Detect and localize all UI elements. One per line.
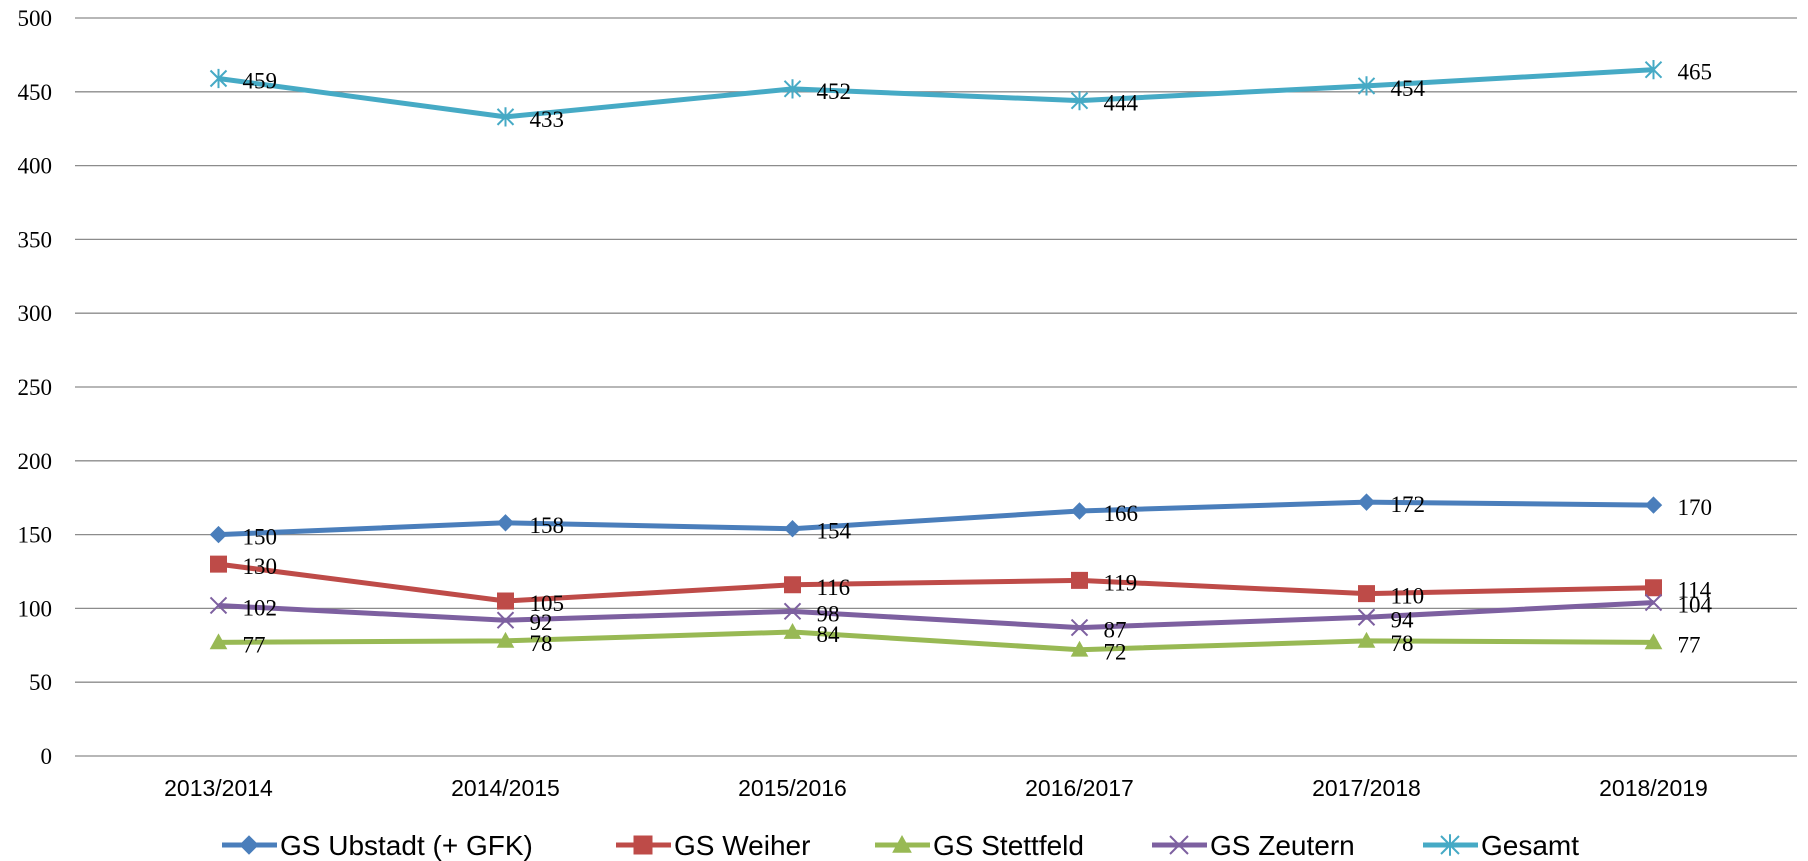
legend-label: GS Ubstadt (+ GFK) — [280, 830, 533, 861]
series-line — [218, 561, 1654, 604]
y-tick-label: 450 — [18, 80, 53, 105]
data-label: 119 — [1104, 570, 1138, 595]
x-tick-label: 2016/2017 — [1025, 775, 1134, 801]
marker — [210, 555, 227, 573]
data-label: 77 — [1678, 632, 1701, 657]
marker — [496, 631, 515, 648]
data-label: 78 — [530, 631, 553, 656]
marker — [1070, 91, 1089, 111]
data-label: 154 — [817, 519, 852, 544]
y-tick-label: 400 — [18, 154, 53, 179]
data-label: 87 — [1104, 618, 1127, 643]
data-label: 78 — [1391, 631, 1414, 656]
y-tick-label: 350 — [18, 227, 53, 252]
data-label: 77 — [243, 632, 266, 657]
marker — [209, 525, 228, 544]
marker — [1070, 502, 1089, 520]
marker — [1071, 571, 1088, 589]
marker — [783, 79, 802, 99]
data-label: 465 — [1678, 60, 1713, 85]
legend-label: GS Weiher — [674, 830, 810, 861]
marker — [209, 633, 228, 650]
legend-label: GS Stettfeld — [933, 830, 1084, 861]
marker — [1357, 76, 1376, 96]
x-tick-label: 2018/2019 — [1599, 775, 1708, 801]
legend-marker — [892, 834, 912, 853]
y-tick-label: 0 — [41, 744, 53, 769]
legend-label: Gesamt — [1481, 830, 1579, 861]
marker — [784, 576, 801, 594]
marker — [497, 592, 514, 610]
legend-marker — [239, 835, 259, 855]
marker — [1357, 608, 1376, 626]
x-tick-label: 2013/2014 — [164, 775, 273, 801]
y-tick-label: 50 — [29, 670, 52, 695]
marker — [209, 68, 228, 89]
y-tick-label: 500 — [18, 6, 53, 31]
marker — [1070, 618, 1089, 637]
data-label: 130 — [243, 554, 278, 579]
data-label: 454 — [1391, 76, 1426, 101]
marker — [209, 596, 228, 615]
data-label: 94 — [1391, 607, 1415, 632]
y-tick-label: 200 — [18, 449, 53, 474]
marker — [783, 622, 802, 639]
marker — [496, 107, 515, 127]
data-label: 72 — [1104, 640, 1127, 665]
y-tick-label: 100 — [18, 596, 53, 621]
series-line — [218, 629, 1654, 653]
data-label: 102 — [243, 595, 278, 620]
data-label: 105 — [530, 591, 565, 616]
y-tick-label: 300 — [18, 301, 53, 326]
data-label: 433 — [530, 107, 565, 132]
series-line — [218, 499, 1654, 538]
marker — [496, 514, 515, 532]
marker — [783, 602, 802, 621]
marker — [1357, 631, 1376, 648]
series-line — [218, 599, 1654, 631]
legend-marker — [633, 835, 653, 855]
data-label: 444 — [1104, 91, 1139, 116]
marker — [1644, 633, 1663, 650]
data-label: 98 — [817, 601, 840, 626]
series-line — [218, 67, 1654, 120]
marker — [1358, 585, 1375, 603]
data-label: 92 — [530, 610, 553, 635]
data-label: 459 — [243, 69, 278, 94]
data-label: 166 — [1104, 501, 1139, 526]
data-label: 172 — [1391, 492, 1426, 517]
legend-marker — [1440, 834, 1460, 856]
data-label: 114 — [1678, 578, 1712, 603]
data-label: 158 — [530, 513, 565, 538]
marker — [1357, 493, 1376, 511]
x-tick-label: 2014/2015 — [451, 775, 560, 801]
x-tick-label: 2015/2016 — [738, 775, 847, 801]
marker — [1070, 640, 1089, 657]
data-label: 170 — [1678, 495, 1713, 520]
y-tick-label: 150 — [18, 523, 53, 548]
data-label: 110 — [1391, 584, 1425, 609]
marker — [1644, 60, 1663, 80]
y-tick-label: 250 — [18, 375, 53, 400]
data-label: 150 — [243, 525, 278, 550]
marker — [1644, 593, 1663, 612]
data-label: 104 — [1678, 592, 1713, 617]
marker — [1645, 579, 1662, 597]
x-tick-label: 2017/2018 — [1312, 775, 1421, 801]
marker — [783, 519, 802, 538]
legend-marker — [1169, 835, 1189, 855]
data-label: 84 — [817, 622, 841, 647]
data-label: 116 — [817, 575, 851, 600]
legend-label: GS Zeutern — [1210, 830, 1355, 861]
marker — [496, 611, 515, 629]
marker — [1644, 496, 1663, 514]
data-label: 452 — [817, 79, 852, 104]
